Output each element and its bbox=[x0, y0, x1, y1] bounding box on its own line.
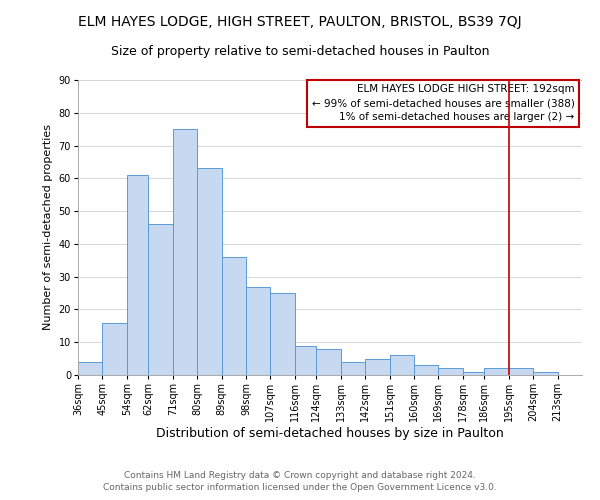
Bar bbox=[103, 322, 127, 375]
Bar bbox=[439, 368, 463, 375]
X-axis label: Distribution of semi-detached houses by size in Paulton: Distribution of semi-detached houses by … bbox=[156, 427, 504, 440]
Bar bbox=[316, 349, 341, 375]
Bar bbox=[389, 356, 414, 375]
Text: Contains HM Land Registry data © Crown copyright and database right 2024.: Contains HM Land Registry data © Crown c… bbox=[124, 471, 476, 480]
Bar bbox=[484, 368, 533, 375]
Bar bbox=[295, 346, 316, 375]
Text: ELM HAYES LODGE, HIGH STREET, PAULTON, BRISTOL, BS39 7QJ: ELM HAYES LODGE, HIGH STREET, PAULTON, B… bbox=[78, 15, 522, 29]
Bar bbox=[271, 293, 295, 375]
Bar bbox=[221, 257, 246, 375]
Bar bbox=[414, 365, 439, 375]
Bar bbox=[173, 129, 197, 375]
Bar bbox=[148, 224, 173, 375]
Text: ELM HAYES LODGE HIGH STREET: 192sqm
← 99% of semi-detached houses are smaller (3: ELM HAYES LODGE HIGH STREET: 192sqm ← 99… bbox=[311, 84, 574, 122]
Bar bbox=[78, 362, 103, 375]
Text: Contains public sector information licensed under the Open Government Licence v3: Contains public sector information licen… bbox=[103, 484, 497, 492]
Y-axis label: Number of semi-detached properties: Number of semi-detached properties bbox=[43, 124, 53, 330]
Bar bbox=[463, 372, 484, 375]
Bar bbox=[246, 286, 271, 375]
Bar bbox=[197, 168, 221, 375]
Bar bbox=[365, 358, 389, 375]
Bar bbox=[341, 362, 365, 375]
Bar bbox=[533, 372, 557, 375]
Bar bbox=[127, 175, 148, 375]
Text: Size of property relative to semi-detached houses in Paulton: Size of property relative to semi-detach… bbox=[111, 45, 489, 58]
